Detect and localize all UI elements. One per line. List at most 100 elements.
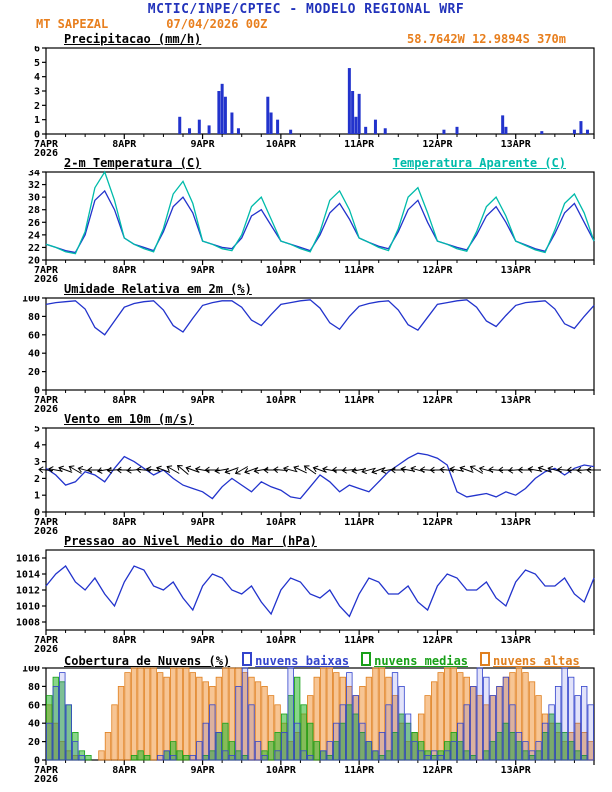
header-meta-row: MT SAPEZAL 07/04/2026 00Z <box>0 17 612 32</box>
pressure-chart: 1008 1010 1012 1014 1016 7APR 8APR 9APR 10APR 11A… <box>16 549 595 652</box>
precipitation-chart: 0 1 2 3 4 5 6 7APR 8APR 9APR 10APR 11APR 12APR 13APR 2… <box>34 46 595 156</box>
svg-text:0: 0 <box>34 756 40 767</box>
svg-text:2026: 2026 <box>34 274 58 282</box>
svg-text:60: 60 <box>28 700 40 711</box>
svg-text:0: 0 <box>34 130 40 141</box>
svg-text:7APR: 7APR <box>34 395 59 406</box>
high-clouds-swatch-icon <box>480 652 491 666</box>
svg-text:9APR: 9APR <box>191 395 216 406</box>
svg-text:13APR: 13APR <box>501 635 532 646</box>
svg-text:10APR: 10APR <box>266 635 297 646</box>
svg-text:9APR: 9APR <box>191 635 216 646</box>
svg-text:28: 28 <box>28 205 40 216</box>
svg-text:11APR: 11APR <box>344 765 375 776</box>
svg-text:10APR: 10APR <box>266 765 297 776</box>
svg-text:1: 1 <box>34 491 40 502</box>
panel-precip-title: Precipitacao (mm/h) <box>64 32 202 46</box>
svg-text:12APR: 12APR <box>422 395 453 406</box>
panel-precip-titlerow: Precipitacao (mm/h) 58.7642W 12.9894S 37… <box>0 32 612 46</box>
svg-text:8APR: 8APR <box>112 395 137 406</box>
panel-temp-title: 2-m Temperatura (C) <box>64 156 202 170</box>
clouds-chart: 0 20 40 60 80 100 7APR 8APR 9APR 10APR 11APR 12APR 1… <box>22 666 595 782</box>
svg-text:0: 0 <box>34 386 40 397</box>
svg-text:1: 1 <box>34 115 40 126</box>
svg-text:13APR: 13APR <box>501 765 532 776</box>
legend-mid-clouds: nuvens medias <box>361 652 468 668</box>
svg-text:10APR: 10APR <box>266 265 297 276</box>
panel-humidity-title: Umidade Relativa em 2m (%) <box>64 282 252 296</box>
svg-text:9APR: 9APR <box>191 517 216 528</box>
svg-text:100: 100 <box>22 666 40 675</box>
svg-text:7APR: 7APR <box>34 765 59 776</box>
panel-temp-titlerow: 2-m Temperatura (C) Temperatura Aparente… <box>0 156 612 170</box>
svg-text:11APR: 11APR <box>344 139 375 150</box>
svg-text:24: 24 <box>28 230 40 241</box>
svg-text:22: 22 <box>28 243 40 254</box>
svg-text:8APR: 8APR <box>112 765 137 776</box>
svg-text:2026: 2026 <box>34 644 58 652</box>
svg-text:9APR: 9APR <box>191 139 216 150</box>
panel-clouds-titlerow: Cobertura de Nuvens (%) nuvens baixas nu… <box>0 652 612 668</box>
location-label: 58.7642W 12.9894S 370m <box>407 32 566 46</box>
svg-text:1012: 1012 <box>16 586 40 597</box>
svg-text:2: 2 <box>34 101 40 112</box>
svg-text:20: 20 <box>28 256 40 267</box>
svg-text:12APR: 12APR <box>422 517 453 528</box>
svg-text:100: 100 <box>22 296 40 305</box>
svg-text:12APR: 12APR <box>422 265 453 276</box>
low-clouds-swatch-icon <box>242 652 253 666</box>
svg-text:5: 5 <box>34 426 40 435</box>
svg-text:11APR: 11APR <box>344 635 375 646</box>
svg-text:2026: 2026 <box>34 404 58 412</box>
svg-text:10APR: 10APR <box>266 517 297 528</box>
page-title: MCTIC/INPE/CPTEC - MODELO REGIONAL WRF <box>147 2 465 17</box>
svg-text:10APR: 10APR <box>266 139 297 150</box>
svg-text:11APR: 11APR <box>344 395 375 406</box>
svg-text:5: 5 <box>34 58 40 69</box>
svg-text:7APR: 7APR <box>34 517 59 528</box>
svg-text:32: 32 <box>28 180 40 191</box>
svg-text:9APR: 9APR <box>191 765 216 776</box>
svg-text:7APR: 7APR <box>34 635 59 646</box>
svg-text:7APR: 7APR <box>34 265 59 276</box>
run-datetime-label: 07/04/2026 00Z <box>166 17 268 31</box>
svg-text:12APR: 12APR <box>422 635 453 646</box>
svg-text:13APR: 13APR <box>501 139 532 150</box>
svg-text:40: 40 <box>28 719 40 730</box>
svg-text:30: 30 <box>28 193 40 204</box>
svg-text:7APR: 7APR <box>34 139 59 150</box>
svg-text:12APR: 12APR <box>422 139 453 150</box>
svg-text:1014: 1014 <box>16 570 40 581</box>
apparent-temp-legend: Temperatura Aparente (C) <box>392 156 566 170</box>
panel-wind-titlerow: Vento em 10m (m/s) <box>0 412 612 426</box>
svg-text:10APR: 10APR <box>266 395 297 406</box>
legend-high-clouds: nuvens altas <box>480 652 580 668</box>
panel-humidity-titlerow: Umidade Relativa em 2m (%) <box>0 282 612 296</box>
svg-text:1008: 1008 <box>16 618 40 629</box>
panel-clouds-title: Cobertura de Nuvens (%) <box>64 654 231 668</box>
svg-text:6: 6 <box>34 46 40 55</box>
svg-text:20: 20 <box>28 367 40 378</box>
svg-text:1016: 1016 <box>16 554 40 565</box>
svg-text:8APR: 8APR <box>112 265 137 276</box>
svg-text:8APR: 8APR <box>112 517 137 528</box>
svg-text:26: 26 <box>28 218 40 229</box>
svg-text:11APR: 11APR <box>344 265 375 276</box>
legend-low-clouds: nuvens baixas <box>242 652 349 668</box>
svg-text:40: 40 <box>28 349 40 360</box>
svg-text:11APR: 11APR <box>344 517 375 528</box>
svg-text:34: 34 <box>28 170 40 179</box>
mid-clouds-swatch-icon <box>361 652 372 666</box>
svg-text:3: 3 <box>34 87 40 98</box>
svg-text:1010: 1010 <box>16 602 40 613</box>
svg-text:2026: 2026 <box>34 148 58 156</box>
svg-text:4: 4 <box>34 72 40 83</box>
panel-pressure-title: Pressao ao Nivel Medio do Mar (hPa) <box>64 534 317 548</box>
svg-text:2: 2 <box>34 474 40 485</box>
station-label: MT SAPEZAL <box>36 17 109 31</box>
svg-text:12APR: 12APR <box>422 765 453 776</box>
panel-pressure-titlerow: Pressao ao Nivel Medio do Mar (hPa) <box>0 534 612 548</box>
svg-text:4: 4 <box>34 440 40 451</box>
